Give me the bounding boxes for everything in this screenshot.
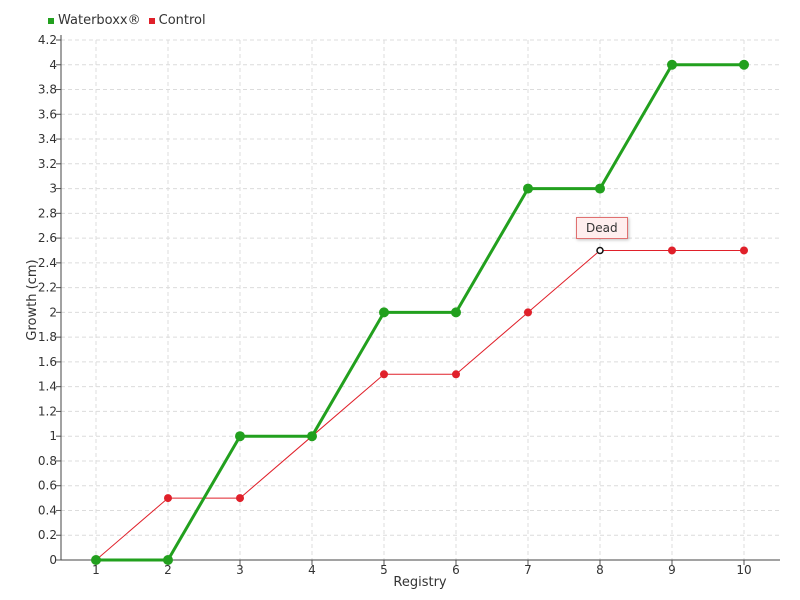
dead-tooltip: Dead [576,217,628,239]
y-tick-label: 0.6 [38,479,57,493]
x-tick-label: 4 [308,563,316,577]
y-tick-label: 3.6 [38,107,57,121]
legend-item-waterboxx[interactable]: Waterboxx® [48,13,141,28]
legend-item-control[interactable]: Control [148,13,206,28]
y-tick-label: 2.4 [38,256,57,270]
y-tick-label: 0.8 [38,454,57,468]
x-tick-label: 8 [596,563,604,577]
y-axis-title: Growth (cm) [25,259,40,340]
y-tick-label: 0.4 [38,503,57,517]
y-tick-label: 3.2 [38,157,57,171]
x-tick-label: 7 [524,563,532,577]
data-point-control-dead[interactable] [596,246,604,255]
y-tick-label: 3.4 [38,132,57,146]
series-line-waterboxx [96,63,744,562]
x-tick-label: 3 [236,563,244,577]
y-tick-label: 1 [49,429,57,443]
x-tick-label: 1 [92,563,100,577]
y-tick-label: 4 [49,58,57,72]
x-tick-label: 9 [668,563,676,577]
data-point-waterboxx[interactable] [307,431,317,442]
legend-label-waterboxx: Waterboxx® [58,13,141,28]
y-tick-label: 3 [49,182,57,196]
y-tick-label: 3.8 [38,83,57,97]
y-tick-label: 1.4 [38,380,57,394]
data-point-control[interactable] [236,494,244,503]
y-tick-label: 1.2 [38,404,57,418]
legend: Waterboxx® Control [48,13,206,28]
data-point-control[interactable] [452,370,460,379]
data-point-waterboxx[interactable] [667,59,677,70]
data-point-waterboxx[interactable] [595,183,605,194]
y-tick-label: 2 [49,305,57,319]
data-point-waterboxx[interactable] [379,307,389,318]
data-point-waterboxx[interactable] [523,183,533,194]
data-point-control[interactable] [164,494,172,503]
data-point-control[interactable] [380,370,388,379]
y-tick-label: 0.2 [38,528,57,542]
legend-swatch-control [148,17,155,24]
data-point-waterboxx[interactable] [91,555,101,565]
y-tick-label: 4.2 [38,33,57,47]
x-tick-label: 10 [736,563,751,577]
x-tick-label: 2 [164,563,172,577]
data-point-waterboxx[interactable] [739,59,749,70]
data-point-control[interactable] [740,246,748,255]
data-point-control[interactable] [668,246,676,255]
x-tick-label: 5 [380,563,388,577]
y-tick-label: 0 [49,553,57,567]
data-point-control[interactable] [524,308,532,317]
x-axis-title: Registry [393,575,447,590]
y-tick-label: 1.8 [38,330,57,344]
legend-swatch-waterboxx [48,17,54,24]
y-tick-label: 1.6 [38,355,57,369]
y-tick-label: 2.6 [38,231,57,245]
data-point-waterboxx[interactable] [163,555,173,565]
y-tick-label: 2.8 [38,206,57,220]
data-point-waterboxx[interactable] [451,307,461,318]
legend-label-control: Control [158,13,206,28]
dead-tooltip-text: Dead [586,221,618,235]
series-line-control [95,249,744,561]
x-tick-label: 6 [452,563,460,577]
y-tick-label: 2.2 [38,281,57,295]
data-point-waterboxx[interactable] [235,431,245,442]
